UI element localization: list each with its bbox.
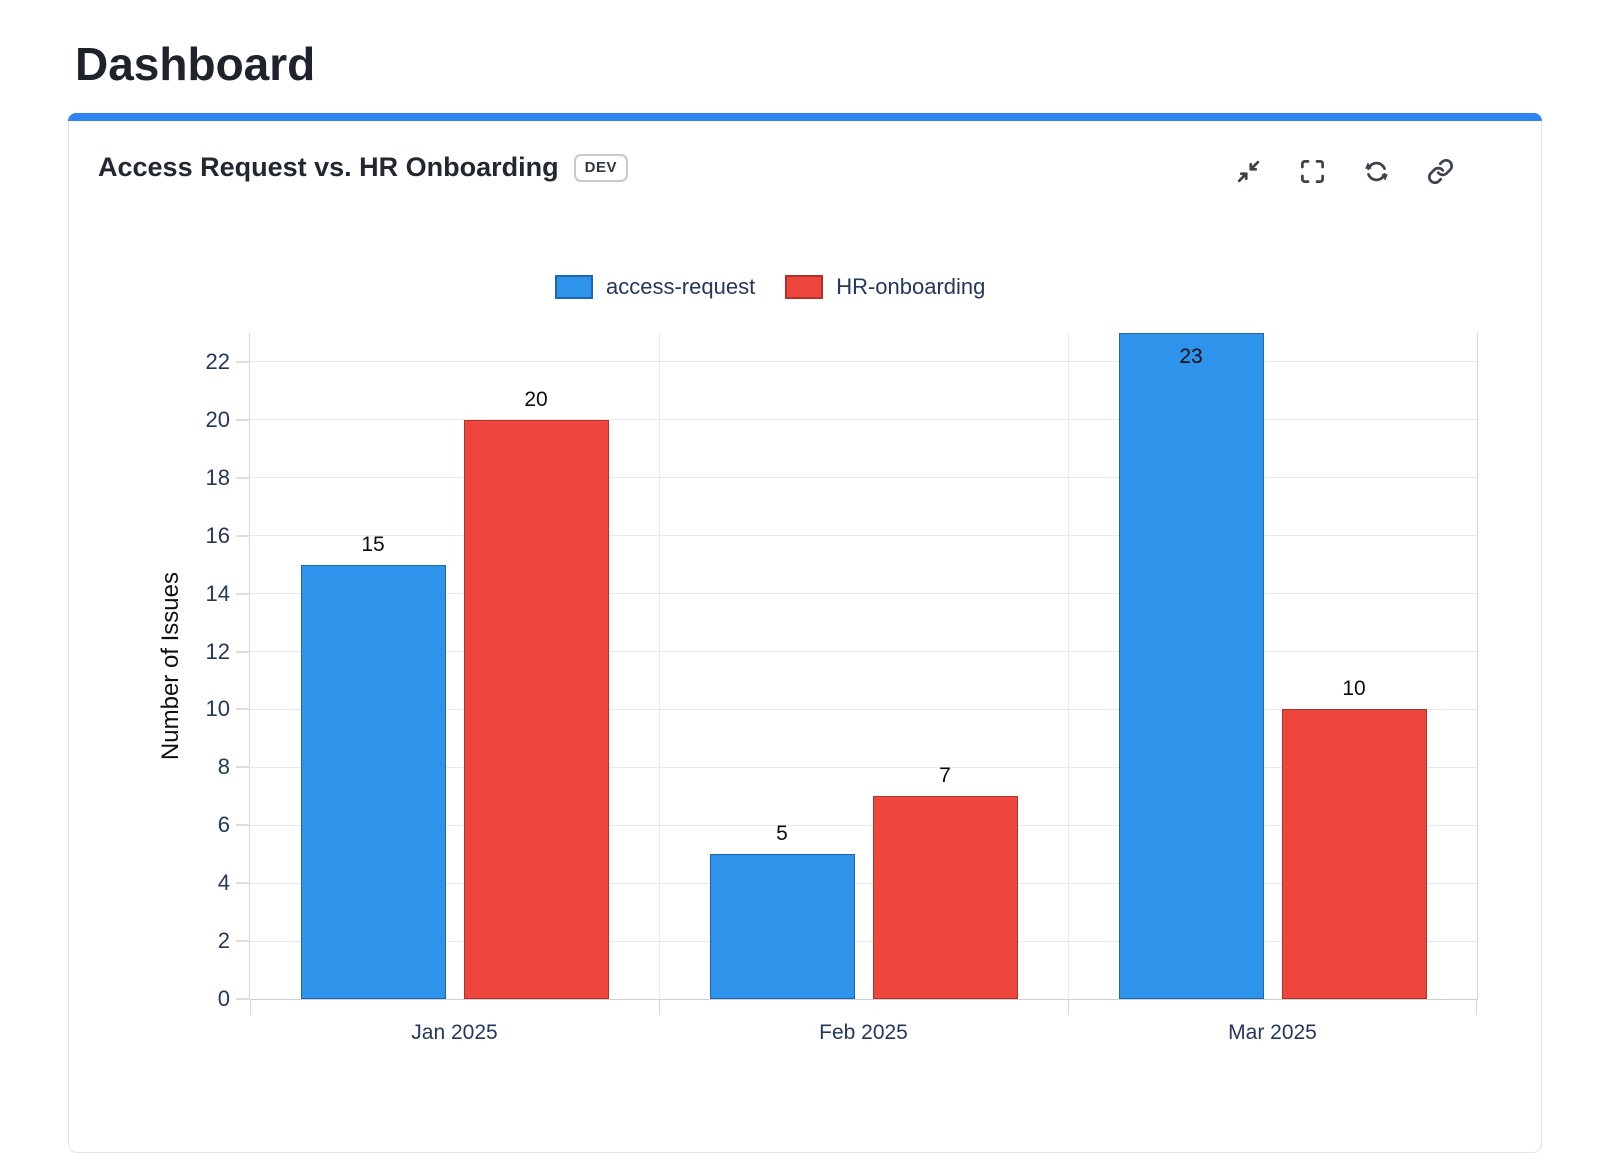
chart-legend: access-request HR-onboarding (555, 274, 985, 300)
chart-panel: Access Request vs. HR Onboarding DEV (68, 113, 1542, 1153)
y-gridline (250, 940, 1477, 942)
dev-badge: DEV (573, 153, 628, 182)
bar-access-request-Feb 2025 (709, 854, 855, 999)
refresh-icon (1364, 161, 1388, 181)
y-tick-label: 2 (217, 928, 230, 954)
legend-item-access-request[interactable]: access-request (555, 274, 755, 300)
y-tick-mark (236, 708, 250, 711)
panel-title: Access Request vs. HR Onboarding (98, 152, 559, 182)
y-gridline (250, 708, 1477, 710)
y-gridline (250, 361, 1477, 363)
plot-area: 0 2 4 6 8 10 12 14 16 18 20 22 Jan 2025 Feb 2025 Mar 2… (206, 333, 1478, 1044)
y-gridline (250, 882, 1477, 884)
y-tick-label: 12 (205, 638, 230, 664)
panel-toolbar (1233, 156, 1455, 186)
legend-item-hr-onboarding[interactable]: HR-onboarding (785, 274, 985, 300)
fullscreen-button[interactable] (1297, 156, 1327, 186)
category-gridline (658, 333, 660, 999)
y-tick-mark (236, 882, 250, 885)
panel-accent-bar (68, 113, 1542, 121)
panel-header: Access Request vs. HR Onboarding DEV (98, 152, 628, 183)
x-boundary-tick (1067, 999, 1069, 1015)
y-gridline (250, 419, 1477, 421)
refresh-button[interactable] (1361, 156, 1391, 186)
link-icon (1427, 158, 1453, 184)
y-gridline (250, 593, 1477, 595)
legend-label: HR-onboarding (836, 274, 986, 299)
x-axis-label: Jan 2025 (411, 1021, 498, 1044)
y-tick-mark (236, 592, 250, 595)
x-boundary-tick (1476, 999, 1477, 1015)
y-tick-label: 0 (217, 986, 230, 1011)
x-axis-label: Mar 2025 (1228, 1021, 1317, 1044)
share-link-button[interactable] (1425, 156, 1455, 186)
bar-HR-onboarding-Jan 2025 (463, 419, 609, 999)
legend-swatch-hr-onboarding (785, 275, 824, 299)
bar-value-label: 5 (776, 822, 788, 846)
y-gridline (250, 824, 1477, 826)
fullscreen-icon (1300, 159, 1324, 183)
bar-access-request-Mar 2025 (1118, 333, 1264, 999)
y-tick-label: 6 (217, 812, 230, 838)
bar-value-label: 23 (1179, 345, 1203, 368)
bar-value-label: 15 (361, 532, 385, 556)
y-gridline (250, 535, 1477, 537)
y-tick-mark (236, 650, 250, 653)
bar-value-label: 20 (524, 387, 548, 411)
y-tick-mark (236, 476, 250, 479)
bar-access-request-Jan 2025 (300, 564, 446, 999)
y-gridline (250, 651, 1477, 653)
y-tick-mark (236, 534, 250, 537)
y-tick-label: 4 (217, 870, 230, 896)
y-tick-label: 20 (205, 406, 230, 432)
x-axis-label: Feb 2025 (819, 1021, 908, 1044)
bar-HR-onboarding-Mar 2025 (1281, 709, 1427, 999)
page-title: Dashboard (75, 37, 316, 90)
y-tick-label: 8 (217, 754, 230, 780)
collapse-button[interactable] (1233, 156, 1263, 186)
y-tick-label: 18 (205, 464, 230, 490)
collapse-icon (1237, 160, 1259, 182)
x-boundary-tick (250, 999, 251, 1015)
x-boundary-tick (658, 999, 660, 1015)
legend-swatch-access-request (555, 275, 593, 299)
bar-value-label: 10 (1342, 677, 1366, 701)
y-gridline (250, 477, 1477, 479)
y-tick-mark (236, 766, 250, 769)
bar-HR-onboarding-Feb 2025 (872, 796, 1018, 999)
bar-value-label: 7 (939, 764, 951, 788)
y-tick-label: 22 (205, 348, 230, 374)
y-tick-label: 16 (205, 522, 230, 548)
y-tick-mark (236, 418, 250, 421)
y-tick-mark (236, 940, 250, 943)
y-tick-mark (236, 360, 250, 363)
y-tick-mark (236, 824, 250, 827)
category-gridline (1067, 333, 1069, 999)
y-tick-label: 10 (205, 696, 230, 722)
y-gridline (250, 766, 1477, 768)
legend-label: access-request (606, 274, 756, 299)
y-tick-label: 14 (205, 580, 230, 606)
y-tick-mark (236, 998, 250, 1000)
